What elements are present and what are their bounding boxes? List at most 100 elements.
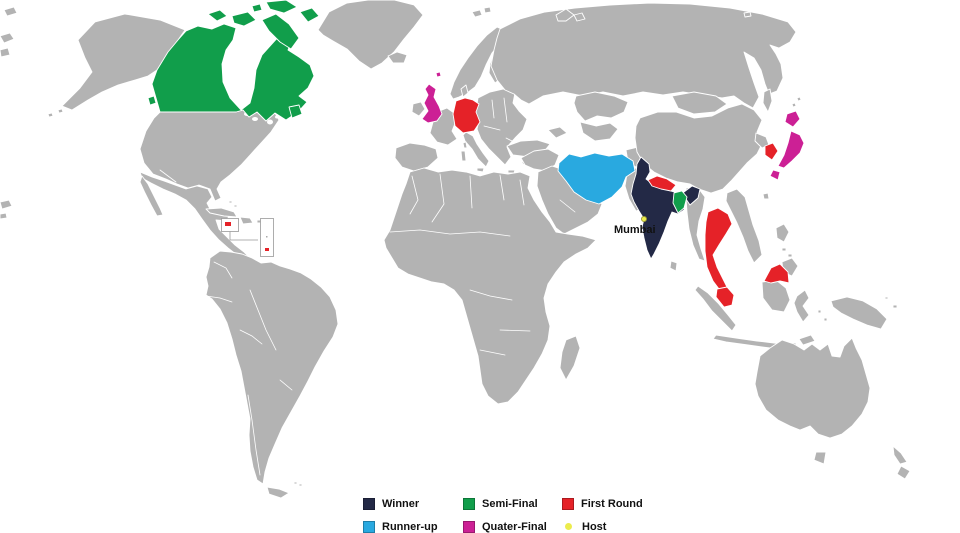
legend-label-first-round: First Round (581, 497, 643, 510)
landmass-philippines-visayas (787, 253, 793, 258)
landmass-wrap-speck (0, 199, 13, 210)
landmass-cuba (205, 207, 238, 218)
landmass-falklands (298, 483, 303, 487)
country-canada-arctic-island (231, 11, 257, 27)
landmass-hispaniola (239, 216, 254, 225)
landmass-iraq-syria (520, 148, 560, 172)
landmass-sardinia (460, 150, 467, 162)
border-line (431, 173, 445, 223)
caribbean-inset (221, 218, 274, 257)
border-line (409, 175, 419, 215)
legend-swatch-quarter-final (463, 520, 475, 533)
landmass-alaska (61, 13, 186, 111)
landmass-mongolia (671, 91, 728, 115)
landmass-sicily (476, 167, 485, 173)
internal-borders (159, 97, 576, 476)
legend-label-winner: Winner (382, 497, 420, 510)
landmass-aleutians (57, 108, 64, 114)
country-bangladesh (672, 190, 688, 214)
country-iran (557, 152, 636, 205)
border-line (503, 97, 508, 123)
landmass-aleutians (47, 112, 54, 118)
landmass-iceland (387, 51, 408, 64)
border-line (239, 329, 263, 345)
country-united-kingdom-shetland (435, 71, 442, 78)
landmass-italy (462, 131, 490, 168)
border-line (519, 179, 525, 206)
result-countries (147, 0, 805, 308)
country-canada-arctic-island (251, 3, 263, 13)
landmass-timor (798, 334, 816, 346)
host-city-label: Mumbai (614, 224, 656, 236)
landmass-sumatra (694, 285, 737, 332)
legend-item-runner-up: Runner-up (363, 520, 438, 533)
country-nepal (647, 175, 677, 192)
landmass-madagascar (559, 335, 581, 381)
landmass-bahamas (233, 204, 238, 208)
landmass-maluku (823, 317, 828, 322)
landmass-ireland (411, 101, 426, 117)
border-line (469, 289, 513, 301)
landmass-philippines-luzon (775, 223, 790, 243)
landmass-new-zealand-south (896, 465, 911, 480)
border-line (247, 394, 261, 476)
landmass-melanesia (892, 304, 898, 309)
landmass-tasmania (813, 451, 827, 465)
country-united-kingdom (421, 83, 443, 124)
landmass-kazakhstan (573, 91, 629, 122)
country-south-korea (764, 142, 779, 161)
landmasses (0, 0, 911, 499)
landmass-mexico-central-america (139, 171, 251, 263)
landmass-denmark (460, 84, 469, 98)
legend-swatch-semi-final (463, 497, 475, 510)
landmass-bahamas (228, 200, 233, 204)
legend-label-quarter-final: Quater-Final (482, 520, 547, 533)
legend-item-first-round: First Round (562, 497, 643, 510)
country-canada-arctic-island (207, 9, 228, 22)
landmass-sri-lanka (669, 260, 678, 272)
landmass-new-zealand-north (892, 445, 908, 465)
landmass-south-america (205, 250, 339, 485)
landmass-australia (754, 337, 871, 439)
landmass-new-guinea (830, 296, 888, 330)
legend-item-semi-final: Semi-Final (463, 497, 538, 510)
country-japan-kyushu (769, 169, 781, 181)
landmass-caucasus (547, 126, 568, 139)
legend-label-host: Host (582, 520, 607, 533)
country-malaysia-borneo (763, 263, 790, 284)
country-malaysia-peninsular (715, 286, 735, 308)
landmass-maluku (817, 309, 822, 314)
border-line (213, 261, 233, 279)
border-line (389, 229, 511, 237)
landmass-melanesia (884, 296, 889, 300)
border-line (159, 169, 177, 183)
landmass-indochina (725, 188, 763, 264)
landmass-kurils (796, 96, 802, 102)
landmass-novaya-zemlya (573, 12, 586, 22)
landmass-africa (383, 167, 597, 405)
country-canada-newfoundland (288, 104, 303, 119)
landmass-crete (507, 169, 516, 174)
border-line (505, 137, 515, 143)
legend-item-quarter-final: Quater-Final (463, 520, 547, 533)
landmass-greenland (317, 0, 424, 70)
landmass-novaya-zemlya (555, 8, 575, 22)
great-lake (275, 115, 279, 119)
country-canada-vancouver-island (147, 95, 157, 106)
landmass-wrap-speck (3, 6, 18, 17)
country-canada-baffin (261, 13, 300, 50)
border-line (559, 199, 576, 213)
landmass-svalbard (471, 9, 483, 18)
landmass-wrangel (743, 11, 752, 18)
landmass-svalbard (483, 6, 492, 14)
border-line (483, 125, 501, 131)
landmass-sulawesi (793, 289, 810, 323)
country-canada-ellesmere (265, 0, 298, 14)
legend-swatch-host (565, 523, 572, 530)
border-line (469, 175, 473, 209)
landmass-philippines-visayas (781, 247, 787, 252)
country-japan-honshu (777, 130, 805, 169)
landmass-tierra-del-fuego (266, 486, 290, 499)
landmass-wrap-speck (0, 212, 8, 220)
